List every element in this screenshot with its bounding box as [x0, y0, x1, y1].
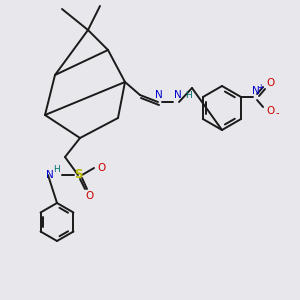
- Text: N: N: [155, 90, 163, 100]
- Text: O: O: [85, 191, 93, 201]
- Text: O: O: [266, 78, 274, 88]
- Text: N: N: [46, 170, 54, 180]
- Text: O: O: [266, 106, 274, 116]
- Text: +: +: [257, 82, 263, 91]
- Text: H: H: [184, 92, 191, 100]
- Text: N: N: [252, 86, 260, 96]
- Text: -: -: [275, 108, 279, 118]
- Text: O: O: [97, 163, 105, 173]
- Text: H: H: [52, 164, 59, 173]
- Text: N: N: [174, 90, 182, 100]
- Text: S: S: [74, 169, 82, 182]
